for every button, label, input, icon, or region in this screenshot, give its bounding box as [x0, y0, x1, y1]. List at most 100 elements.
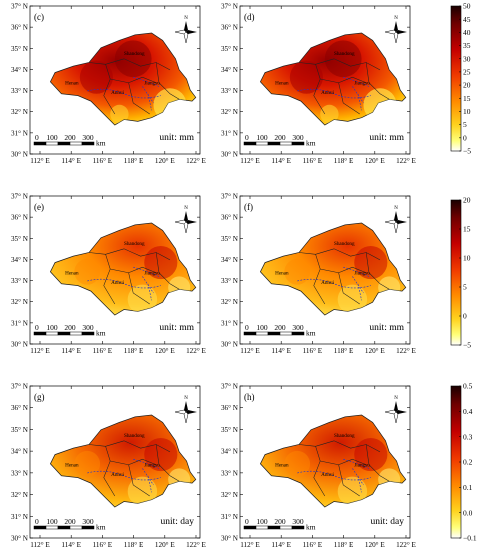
lat-tick-label: 30° N	[11, 151, 29, 159]
province-border	[89, 58, 171, 71]
lon-tick-label: 122° E	[396, 347, 416, 355]
lat-tick-label: 33° N	[221, 87, 239, 95]
province-label: Henan	[65, 463, 79, 469]
lon-tick-label: 120° E	[155, 541, 175, 549]
lon-tick-label: 112° E	[30, 541, 50, 549]
province-border	[103, 64, 116, 115]
province-border	[320, 76, 367, 84]
province-label: Henan	[275, 81, 289, 87]
panel-label: (g)	[34, 392, 45, 402]
colorbar-tick-label: 0	[463, 312, 467, 321]
scalebar-tick: 0	[245, 517, 249, 526]
north-label: N	[394, 396, 398, 401]
lon-tick-label: 114° E	[61, 541, 81, 549]
province-label: Anhui	[321, 472, 334, 478]
scalebar-tick: 300	[82, 133, 94, 142]
province-border	[110, 458, 157, 466]
lat-tick-label: 32° N	[221, 491, 239, 499]
lat-tick-label: 37° N	[11, 3, 29, 11]
panel-label: (f)	[244, 202, 253, 212]
lat-tick-label: 36° N	[11, 214, 29, 222]
lon-tick-label: 120° E	[365, 157, 385, 165]
lon-tick-label: 118° E	[124, 347, 144, 355]
scalebar-tick: 200	[274, 323, 286, 332]
lat-tick-label: 32° N	[11, 491, 29, 499]
map-panel: 37° N 36° N 35° N 34° N 33° N 32° N 31° N 30° N…	[11, 3, 207, 166]
river-network	[297, 266, 371, 301]
lat-tick-label: 32° N	[221, 298, 239, 306]
lon-tick-label: 118° E	[334, 347, 354, 355]
study-region: Shandong Henan Anhui Jiangsu	[49, 414, 197, 508]
province-border	[110, 266, 157, 274]
colorbar-tick-label: 35	[463, 41, 471, 50]
scalebar-tick: 100	[46, 517, 58, 526]
lon-tick-label: 118° E	[334, 157, 354, 165]
colorbar-tick-label: 45	[463, 15, 471, 24]
colorbar-middle: 20 15 10 5 0 −5	[450, 196, 471, 350]
province-label: Shandong	[334, 433, 355, 439]
lon-tick-label: 116° E	[93, 157, 113, 165]
lat-tick-label: 34° N	[11, 256, 29, 264]
lon-tick-label: 122° E	[396, 157, 416, 165]
lon-tick-label: 114° E	[271, 347, 291, 355]
lon-tick-label: 116° E	[93, 347, 113, 355]
north-arrow-icon: N	[384, 206, 407, 234]
province-label: Anhui	[111, 280, 124, 286]
unit-label: unit: mm	[369, 133, 404, 143]
lon-tick-label: 112° E	[240, 347, 260, 355]
colorbar-tick-label: 10	[463, 107, 471, 116]
lat-tick-label: 33° N	[221, 469, 239, 477]
scalebar-tick: 0	[35, 323, 39, 332]
north-arrow-icon: N	[384, 16, 407, 44]
north-label: N	[394, 206, 398, 211]
colorbar-tick-label: 25	[463, 68, 471, 77]
province-border	[128, 272, 150, 305]
scalebar-tick: 100	[46, 133, 58, 142]
province-border	[89, 440, 171, 453]
unit-label: unit: day	[160, 517, 194, 527]
scalebar-tick: 200	[274, 133, 286, 142]
lat-tick-label: 30° N	[221, 341, 239, 349]
lat-tick-label: 31° N	[221, 319, 239, 327]
lat-tick-label: 31° N	[11, 129, 29, 137]
scalebar-unit: km	[96, 329, 106, 338]
province-border	[155, 444, 180, 482]
colorbar-tick-label: 0.1	[463, 483, 473, 492]
colorbar-tick-label: 50	[463, 2, 471, 11]
lon-tick-label: 114° E	[61, 157, 81, 165]
lat-tick-label: 37° N	[221, 3, 239, 11]
lon-tick-label: 116° E	[93, 541, 113, 549]
colorbar-tick-label: 0.2	[463, 458, 473, 467]
river-network	[297, 458, 371, 493]
colorbar-tick-label: 30	[463, 54, 471, 63]
lon-tick-label: 120° E	[365, 347, 385, 355]
lon-tick-label: 116° E	[303, 541, 323, 549]
lon-tick-label: 112° E	[30, 347, 50, 355]
north-label: N	[394, 16, 398, 21]
province-label: Jiangsu	[144, 463, 160, 469]
scalebar-tick: 100	[256, 133, 268, 142]
lat-tick-label: 30° N	[11, 535, 29, 543]
lat-tick-label: 36° N	[221, 214, 239, 222]
lon-tick-label: 112° E	[240, 157, 260, 165]
colorbar-tick-label: 0.3	[463, 432, 473, 441]
scalebar-tick: 0	[35, 133, 39, 142]
province-label: Jiangsu	[144, 271, 160, 277]
province-border	[299, 58, 381, 71]
panel-label: (h)	[244, 392, 255, 402]
province-label: Jiangsu	[144, 81, 160, 87]
province-label: Shandong	[334, 241, 355, 247]
province-label: Anhui	[321, 90, 334, 96]
colorbar-tick-label: 15	[463, 225, 471, 234]
lon-tick-label: 116° E	[303, 347, 323, 355]
province-label: Anhui	[321, 280, 334, 286]
province-border	[338, 82, 360, 115]
north-label: N	[184, 206, 188, 211]
province-label: Jiangsu	[354, 81, 370, 87]
province-border	[320, 266, 367, 274]
